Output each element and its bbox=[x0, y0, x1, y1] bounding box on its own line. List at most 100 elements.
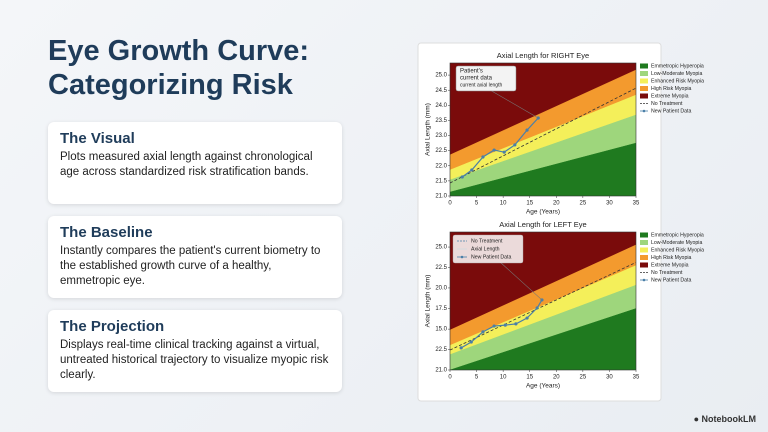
y-tick-label: 25.0 bbox=[435, 73, 447, 79]
title-line: Categorizing Risk bbox=[48, 69, 293, 101]
inset-legend-box bbox=[452, 234, 524, 264]
band-boundary bbox=[450, 142, 636, 193]
annotation-text: Patient's bbox=[460, 69, 483, 75]
band-boundary bbox=[450, 244, 636, 331]
annotation-arrow bbox=[499, 261, 543, 301]
legend-swatch bbox=[640, 232, 648, 238]
y-tick-label: 23.0 bbox=[435, 133, 447, 139]
y-tick-label: 25.0 bbox=[435, 245, 447, 251]
y-axis-label: Axial Length (mm) bbox=[425, 275, 432, 328]
x-tick-label: 5 bbox=[475, 201, 479, 207]
card-heading: The Visual bbox=[60, 130, 135, 147]
x-tick-label: 25 bbox=[580, 201, 587, 207]
x-axis-label: Age (Years) bbox=[526, 209, 560, 216]
legend-label: Enhanced Risk Myopia bbox=[651, 247, 704, 253]
legend-label: Extreme Myopia bbox=[651, 93, 689, 99]
data-point bbox=[525, 128, 529, 132]
legend-label: Extreme Myopia bbox=[651, 262, 689, 268]
annotation-text: current axial length bbox=[460, 82, 502, 88]
x-tick-label: 15 bbox=[526, 375, 533, 381]
annotation-text: current data bbox=[460, 76, 493, 82]
data-point bbox=[514, 322, 518, 326]
slide-title: Eye Growth Curve: Categorizing Risk bbox=[48, 34, 309, 102]
plot-frame bbox=[449, 62, 637, 197]
brand-text: NotebookLM bbox=[701, 414, 757, 424]
data-point bbox=[492, 148, 496, 152]
legend-label: Enhanced Risk Myopia bbox=[651, 78, 704, 84]
card: The Baseline Instantly compares the pati… bbox=[48, 216, 342, 298]
legend-label: New Patient Data bbox=[651, 108, 691, 114]
legend-label: High Risk Myopia bbox=[651, 86, 691, 92]
legend-label: No Treatment bbox=[471, 238, 503, 244]
series-line bbox=[450, 262, 636, 351]
legend-label: High Risk Myopia bbox=[651, 255, 691, 261]
legend-swatch bbox=[640, 240, 648, 245]
x-tick-label: 0 bbox=[448, 201, 452, 207]
legend-swatch bbox=[640, 86, 648, 91]
legend-label: No Treatment bbox=[651, 101, 683, 107]
y-tick-label: 22.5 bbox=[435, 347, 447, 353]
y-tick-label: 22.0 bbox=[435, 163, 447, 169]
y-tick-label: 24.5 bbox=[435, 88, 447, 94]
chart-title: Axial Length for RIGHT Eye bbox=[497, 51, 589, 60]
legend-swatch bbox=[640, 93, 648, 99]
legend-label: New Patient Data bbox=[651, 277, 691, 283]
x-tick-label: 10 bbox=[500, 201, 507, 207]
data-point bbox=[459, 346, 463, 350]
legend-label: Emmetropic Hyperopia bbox=[651, 232, 704, 238]
data-point bbox=[502, 150, 506, 154]
y-tick-label: 24.0 bbox=[435, 103, 447, 109]
band-fill bbox=[450, 143, 636, 196]
brand: ● NotebookLM bbox=[693, 414, 757, 424]
x-tick-label: 30 bbox=[606, 201, 613, 207]
x-axis-label: Age (Years) bbox=[526, 383, 560, 390]
x-tick-label: 20 bbox=[553, 375, 560, 381]
x-tick-label: 10 bbox=[500, 375, 507, 381]
data-point bbox=[481, 330, 485, 334]
x-tick-label: 30 bbox=[606, 375, 613, 381]
series-line bbox=[461, 117, 539, 178]
x-tick-label: 35 bbox=[633, 201, 640, 207]
x-tick-label: 0 bbox=[448, 375, 452, 381]
data-point bbox=[481, 155, 485, 159]
card-body: Instantly compares the patient's current… bbox=[60, 245, 321, 287]
legend-label: Low-Moderate Myopia bbox=[651, 240, 702, 246]
legend-swatch bbox=[640, 262, 648, 268]
y-tick-label: 21.0 bbox=[435, 194, 447, 200]
y-tick-label: 20.0 bbox=[435, 286, 447, 292]
legend-label: New Patient Data bbox=[471, 254, 511, 260]
card-heading: The Projection bbox=[60, 318, 165, 335]
x-tick-label: 20 bbox=[553, 201, 560, 207]
legend-marker bbox=[642, 109, 646, 113]
data-point bbox=[535, 306, 539, 310]
x-tick-label: 5 bbox=[475, 375, 479, 381]
data-point bbox=[460, 175, 464, 179]
y-tick-label: 21.5 bbox=[435, 178, 447, 184]
legend-label: Emmetropic Hyperopia bbox=[651, 63, 704, 69]
y-tick-label: 22.5 bbox=[435, 265, 447, 271]
annotation-box bbox=[455, 65, 517, 92]
legend-label: Axial Length bbox=[471, 246, 500, 252]
data-point bbox=[470, 168, 474, 172]
card: The Projection Displays real-time clinic… bbox=[48, 310, 342, 392]
data-point bbox=[513, 143, 517, 147]
band-boundary bbox=[450, 69, 636, 156]
card-heading: The Baseline bbox=[60, 224, 153, 241]
legend-label: Low-Moderate Myopia bbox=[651, 71, 702, 77]
data-point bbox=[525, 316, 529, 320]
x-tick-label: 25 bbox=[580, 375, 587, 381]
legend-swatch bbox=[640, 63, 648, 69]
legend-swatch bbox=[640, 247, 648, 253]
band-boundary bbox=[450, 265, 636, 346]
plot-frame bbox=[449, 231, 637, 371]
legend-label: No Treatment bbox=[651, 270, 683, 276]
chart-title: Axial Length for LEFT Eye bbox=[499, 220, 586, 229]
y-axis-label: Axial Length (mm) bbox=[425, 103, 432, 156]
x-tick-label: 15 bbox=[526, 201, 533, 207]
y-tick-label: 17.5 bbox=[435, 306, 447, 312]
legend-swatch bbox=[640, 255, 648, 260]
legend-swatch bbox=[640, 78, 648, 84]
x-tick-label: 35 bbox=[633, 375, 640, 381]
